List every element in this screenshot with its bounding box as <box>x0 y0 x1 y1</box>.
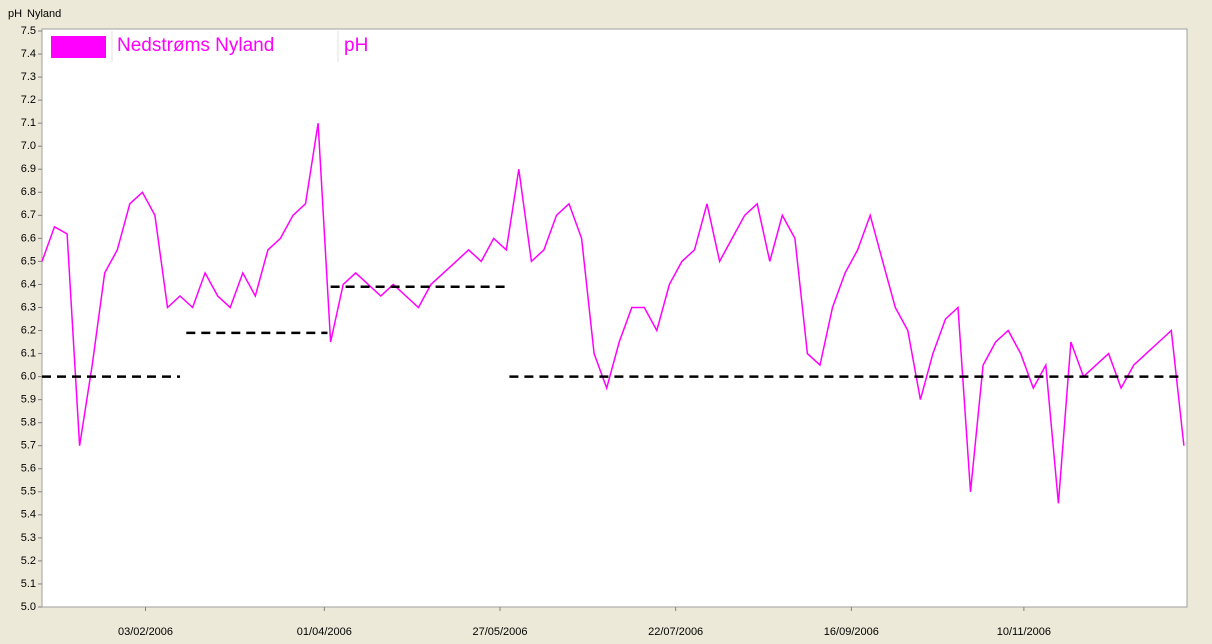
legend-swatch <box>51 36 106 58</box>
y-tick-label: 6.1 <box>21 347 36 359</box>
y-tick-label: 5.8 <box>21 417 36 429</box>
x-tick-label: 01/04/2006 <box>297 626 352 638</box>
legend-label: Nedstrøms Nyland <box>117 35 274 56</box>
y-tick-label: 6.7 <box>21 209 36 221</box>
y-tick-label: 5.2 <box>21 555 36 567</box>
y-tick-label: 7.4 <box>21 48 36 60</box>
x-tick-label: 10/11/2006 <box>997 626 1051 638</box>
y-tick-label: 5.3 <box>21 532 36 544</box>
y-tick-label: 5.7 <box>21 440 36 452</box>
y-tick-label: 5.5 <box>21 486 36 498</box>
y-tick-label: 7.0 <box>21 140 36 152</box>
y-tick-label: 5.9 <box>21 394 36 406</box>
y-tick-label: 6.8 <box>21 186 36 198</box>
series-line <box>41 123 1185 504</box>
station: Nyland <box>27 8 61 20</box>
y-tick-label: 6.4 <box>21 278 36 290</box>
y-tick-label: 7.2 <box>21 94 36 106</box>
y-tick-label: 7.3 <box>21 71 36 83</box>
y-tick-label: 5.0 <box>21 601 36 613</box>
legend-unit: pH <box>344 35 368 56</box>
y-tick-label: 6.6 <box>21 232 36 244</box>
x-tick-label: 16/09/2006 <box>824 626 879 638</box>
plot-area <box>41 28 1188 608</box>
y-tick-label: 5.6 <box>21 463 36 475</box>
y-unit: pH <box>8 8 22 20</box>
y-tick-label: 6.5 <box>21 255 36 267</box>
y-tick-label: 5.1 <box>21 578 36 590</box>
y-tick-label: 6.2 <box>21 324 36 336</box>
x-tick-label: 27/05/2006 <box>472 626 527 638</box>
y-tick-label: 7.5 <box>21 25 36 37</box>
y-tick-label: 5.4 <box>21 509 36 521</box>
y-tick-label: 6.3 <box>21 301 36 313</box>
y-tick-label: 6.0 <box>21 371 36 383</box>
x-tick-label: 22/07/2006 <box>648 626 703 638</box>
y-tick-label: 6.9 <box>21 163 36 175</box>
x-tick-label: 03/02/2006 <box>118 626 173 638</box>
y-tick-label: 7.1 <box>21 117 36 129</box>
